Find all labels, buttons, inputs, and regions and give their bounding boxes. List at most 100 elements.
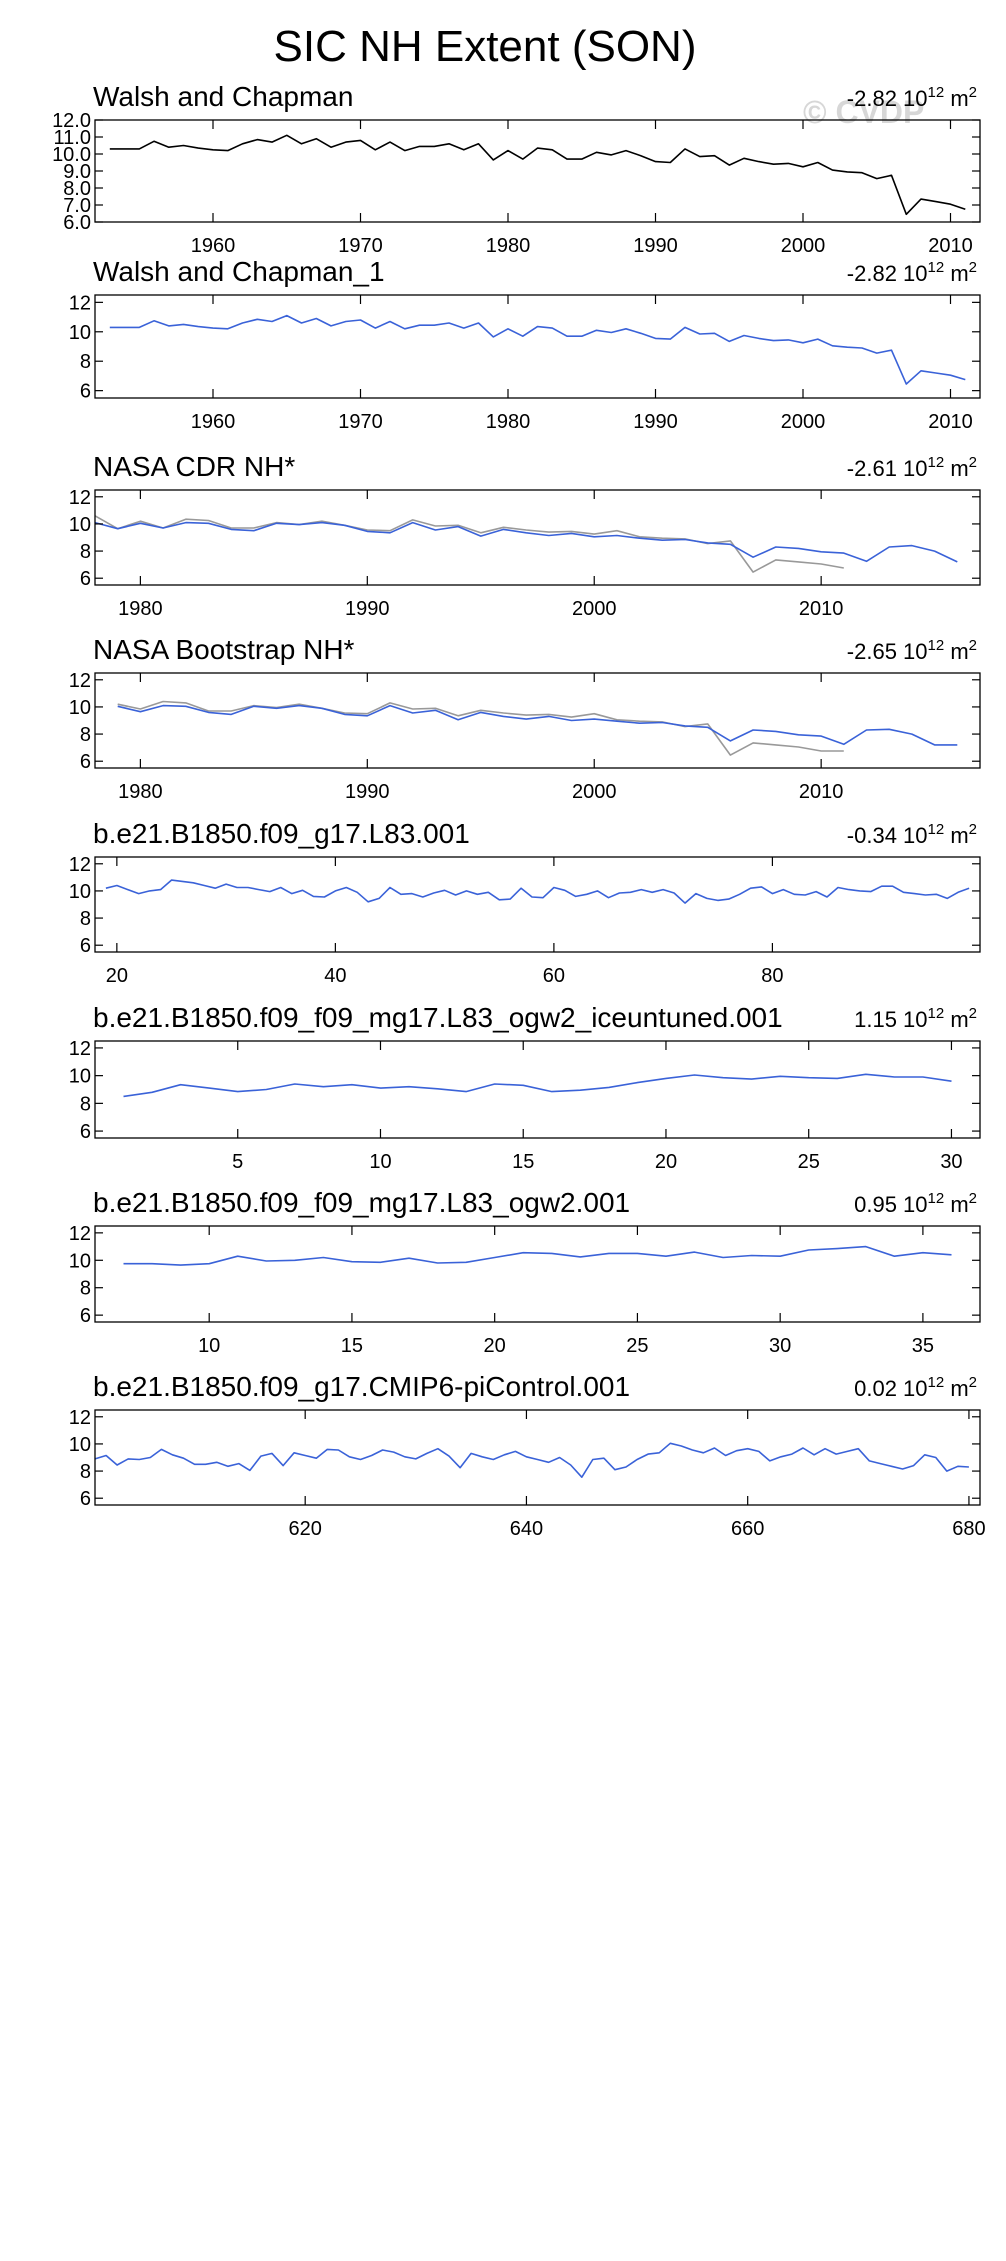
y-tick-label: 6 [80, 935, 91, 957]
y-tick-label: 11.0 [54, 127, 91, 149]
x-tick-label: 1980 [486, 411, 531, 433]
y-tick-label: 12 [69, 1407, 91, 1429]
y-tick-label: 10 [69, 1066, 91, 1088]
y-tick-label: 9.0 [63, 161, 91, 183]
x-tick-label: 1980 [118, 598, 163, 620]
x-tick-label: 2010 [928, 411, 973, 433]
series-line [94, 521, 958, 563]
y-tick-label: 10 [69, 697, 91, 719]
series-line [117, 700, 844, 756]
plot-frame [94, 489, 981, 586]
y-tick-label: 12 [69, 292, 91, 314]
chart-title: b.e21.B1850.f09_g17.CMIP6-piControl.001 [93, 1371, 630, 1402]
series-line [117, 704, 958, 746]
x-tick-label: 2000 [781, 235, 826, 257]
plot-frame [94, 1409, 981, 1506]
x-tick-label: 15 [341, 1335, 363, 1357]
chart-panel-1: Walsh and Chapman -2.82 1012 m2 6.07.08.09… [52, 81, 981, 257]
y-tick-label: 8.0 [63, 178, 91, 200]
y-tick-label: 8 [80, 1093, 91, 1115]
y-tick-label: 10 [69, 322, 91, 344]
y-tick-label: 8 [80, 541, 91, 563]
x-tick-label: 20 [655, 1151, 677, 1173]
series-line [105, 879, 970, 904]
y-tick-label: 6 [80, 1121, 91, 1143]
chart-title: NASA Bootstrap NH* [93, 634, 355, 665]
x-tick-label: 10 [369, 1151, 391, 1173]
x-tick-label: 10 [198, 1335, 220, 1357]
series-line [109, 314, 966, 385]
trend-label: -2.65 1012 m2 [847, 637, 977, 664]
x-tick-label: 640 [510, 1518, 543, 1540]
y-tick-label: 12 [69, 670, 91, 692]
cvdp-watermark: © CVDP [803, 94, 925, 130]
y-tick-label: 6 [80, 1488, 91, 1510]
y-tick-label: 12 [69, 1223, 91, 1245]
plot-frame [94, 294, 981, 399]
series-line [123, 1073, 952, 1098]
x-tick-label: 80 [761, 965, 783, 987]
x-tick-label: 1960 [191, 411, 236, 433]
chart-title: Walsh and Chapman [93, 81, 353, 112]
y-tick-label: 8 [80, 1278, 91, 1300]
y-tick-label: 8 [80, 724, 91, 746]
y-tick-label: 12 [69, 487, 91, 509]
x-tick-label: 5 [232, 1151, 243, 1173]
series-line [123, 1245, 952, 1266]
chart-panel-7: b.e21.B1850.f09_f09_mg17.L83_ogw2.001 0.9… [69, 1187, 981, 1357]
x-tick-label: 680 [952, 1518, 985, 1540]
y-tick-label: 10 [69, 881, 91, 903]
x-tick-label: 2000 [572, 781, 617, 803]
x-tick-label: 40 [324, 965, 346, 987]
y-tick-label: 6 [80, 1305, 91, 1327]
x-tick-label: 620 [289, 1518, 322, 1540]
y-tick-label: 7.0 [63, 195, 91, 217]
trend-label: 1.15 1012 m2 [854, 1005, 977, 1032]
trend-label: -0.34 1012 m2 [847, 821, 977, 848]
y-tick-label: 10.0 [52, 144, 91, 166]
trend-label: 0.02 1012 m2 [854, 1374, 977, 1401]
x-tick-label: 1990 [633, 235, 678, 257]
series-line [94, 515, 844, 573]
trend-label: 0.95 1012 m2 [854, 1190, 977, 1217]
series-line [109, 134, 966, 216]
x-tick-label: 2000 [572, 598, 617, 620]
x-tick-label: 30 [940, 1151, 962, 1173]
y-tick-label: 6 [80, 381, 91, 403]
chart-title: b.e21.B1850.f09_f09_mg17.L83_ogw2_iceunt… [93, 1002, 783, 1033]
y-tick-label: 12.0 [52, 110, 91, 132]
y-tick-label: 10 [69, 1250, 91, 1272]
trend-label: -2.82 1012 m2 [847, 259, 977, 286]
x-tick-label: 1960 [191, 235, 236, 257]
y-tick-label: 6 [80, 751, 91, 773]
chart-title: Walsh and Chapman_1 [93, 256, 385, 287]
x-tick-label: 1980 [486, 235, 531, 257]
x-tick-label: 2000 [781, 411, 826, 433]
x-tick-label: 35 [912, 1335, 934, 1357]
x-tick-label: 20 [484, 1335, 506, 1357]
y-tick-label: 12 [69, 1038, 91, 1060]
y-tick-label: 6.0 [63, 212, 91, 234]
x-tick-label: 1970 [338, 411, 383, 433]
x-tick-label: 1990 [345, 598, 390, 620]
chart-title: b.e21.B1850.f09_f09_mg17.L83_ogw2.001 [93, 1187, 630, 1218]
chart-panel-5: b.e21.B1850.f09_g17.L83.001 -0.34 1012 m2… [69, 818, 981, 987]
chart-panel-4: NASA Bootstrap NH* -2.65 1012 m2 6 8 10 12 198… [69, 634, 981, 803]
page-title: SIC NH Extent (SON) [273, 22, 697, 71]
y-tick-label: 10 [69, 514, 91, 536]
trend-label: -2.61 1012 m2 [847, 454, 977, 481]
chart-panel-6: b.e21.B1850.f09_f09_mg17.L83_ogw2_iceunt… [69, 1002, 981, 1173]
x-tick-label: 30 [769, 1335, 791, 1357]
x-tick-label: 2010 [928, 235, 973, 257]
chart-title: NASA CDR NH* [93, 451, 295, 482]
series-line [94, 1442, 969, 1478]
x-tick-label: 20 [106, 965, 128, 987]
x-tick-label: 25 [798, 1151, 820, 1173]
y-tick-label: 8 [80, 908, 91, 930]
plot-frame [94, 672, 981, 769]
x-tick-label: 15 [512, 1151, 534, 1173]
chart-panel-2: Walsh and Chapman_1 -2.82 1012 m2 6 8 10 12 19… [69, 256, 981, 433]
x-tick-label: 25 [626, 1335, 648, 1357]
y-tick-label: 10 [69, 1434, 91, 1456]
